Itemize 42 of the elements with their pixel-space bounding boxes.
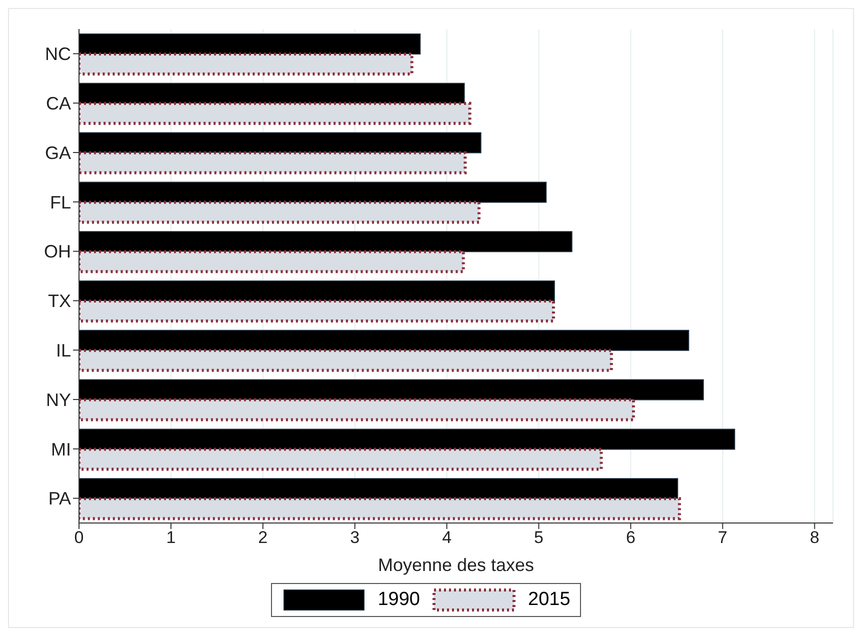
bar <box>79 379 704 400</box>
y-tick-label: FL <box>50 192 71 212</box>
x-tick-label: 1 <box>166 528 176 548</box>
bar <box>79 34 421 54</box>
x-tick-label: 7 <box>718 528 728 548</box>
y-tick-label: IL <box>56 340 71 360</box>
y-tick-label: MI <box>51 439 71 460</box>
x-tick-label: 6 <box>626 528 636 548</box>
bar <box>79 348 613 372</box>
x-tick-label: 3 <box>350 528 360 548</box>
y-tick-label: GA <box>44 142 71 163</box>
bar <box>79 82 465 104</box>
y-tick-label: NC <box>45 44 71 64</box>
bar <box>79 398 635 422</box>
bar <box>79 52 414 76</box>
bar <box>79 448 603 471</box>
x-tick-label: 0 <box>74 528 84 548</box>
y-tick-label: PA <box>48 488 71 509</box>
bar <box>79 132 482 154</box>
bar <box>79 428 736 450</box>
bar <box>79 497 681 520</box>
bar <box>79 478 678 500</box>
legend-label: 1990 <box>378 589 420 611</box>
bar <box>79 300 555 322</box>
bar <box>79 200 480 224</box>
legend-label: 2015 <box>528 589 570 611</box>
x-tick-label: 5 <box>534 528 544 548</box>
bar <box>79 151 467 174</box>
x-tick-label: 8 <box>810 528 820 548</box>
y-tick-label: OH <box>44 242 71 262</box>
x-tick-label: 2 <box>258 528 268 548</box>
bar <box>79 330 690 351</box>
bar <box>79 231 572 252</box>
x-axis-title: Moyenne des taxes <box>378 555 534 575</box>
x-tick-label: 4 <box>442 528 452 548</box>
bar <box>79 182 547 203</box>
y-tick-label: CA <box>46 93 71 114</box>
y-tick-label: TX <box>48 291 71 312</box>
y-tick-label: NY <box>46 390 71 410</box>
bar <box>79 102 472 125</box>
bar <box>79 250 465 274</box>
bar <box>79 280 555 302</box>
